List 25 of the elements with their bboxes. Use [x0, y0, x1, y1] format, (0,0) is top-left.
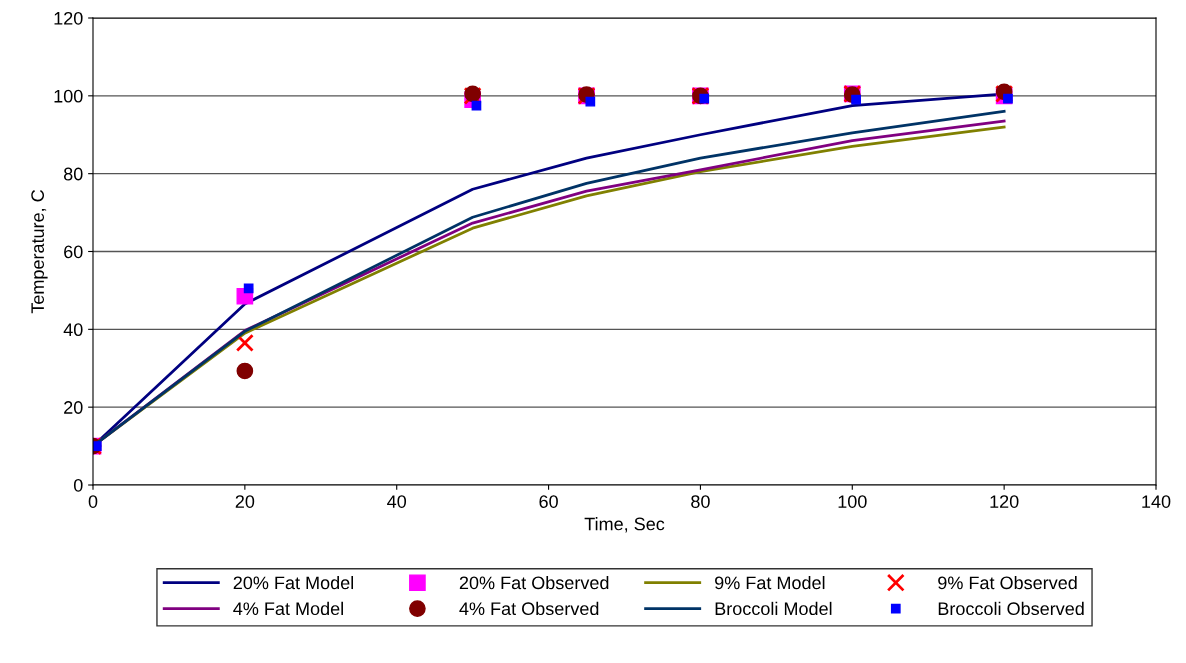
x-tick-label: 60: [539, 495, 558, 508]
y-tick-label: 20: [64, 401, 83, 414]
x-tick-label: 100: [838, 495, 867, 508]
x-tick-label: 80: [691, 495, 710, 508]
legend-label: 4% Fat Model: [233, 601, 343, 616]
legend-label: 20% Fat Model: [233, 575, 354, 590]
legend-label: 20% Fat Observed: [459, 575, 609, 590]
x-tick-label: 120: [990, 495, 1019, 508]
x-tick-label: 20: [235, 495, 255, 508]
y-tick-label: 100: [54, 89, 83, 103]
legend-label: Broccoli Model: [715, 601, 832, 616]
y-tick-label: 40: [63, 323, 83, 337]
legend-label: 4% Fat Observed: [459, 601, 599, 616]
x-axis-title: Time, Sec: [584, 517, 665, 533]
x-tick-label: 0: [88, 495, 98, 508]
y-tick-label: 120: [54, 11, 83, 25]
y-tick-label: 60: [64, 245, 83, 259]
y-tick-label: 0: [73, 478, 83, 492]
legend-label: 9% Fat Observed: [938, 575, 1077, 590]
y-axis-title: Temperature, C: [31, 189, 48, 314]
x-tick-label: 140: [1142, 495, 1171, 508]
legend-label: Broccoli Observed: [938, 601, 1084, 616]
legend-label: 9% Fat Model: [715, 575, 825, 590]
y-tick-label: 80: [63, 167, 83, 181]
x-tick-label: 40: [387, 495, 407, 508]
